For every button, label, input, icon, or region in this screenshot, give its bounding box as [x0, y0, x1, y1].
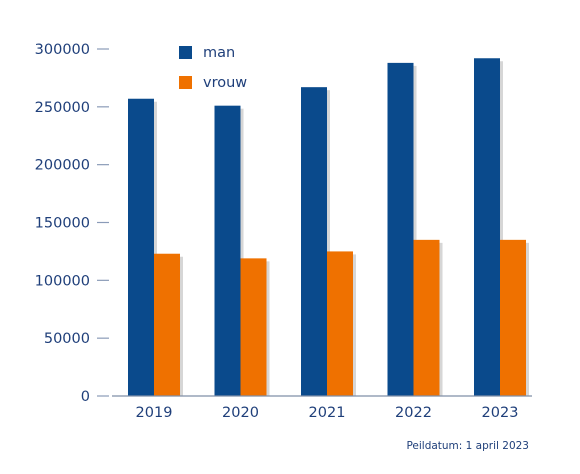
- x-tick-label: 2020: [222, 405, 259, 421]
- legend: man vrouw: [179, 45, 247, 91]
- x-tick-label: 2019: [136, 405, 173, 421]
- bar-vrouw-2023: [500, 239, 526, 396]
- x-axis: 2019 2020 2021 2022 2023: [112, 395, 532, 421]
- y-tick-label: 150000: [35, 216, 90, 232]
- bar-vrouw-2021: [327, 251, 353, 396]
- legend-swatch-vrouw: [179, 76, 192, 89]
- y-tick-label: 100000: [35, 273, 90, 289]
- bar-man-2019: [128, 98, 154, 396]
- y-tick-label: 250000: [35, 100, 90, 116]
- x-tick-label: 2023: [482, 405, 519, 421]
- bar-man-2020: [214, 105, 241, 396]
- bar-man-2021: [301, 87, 327, 397]
- bar-vrouw-2020: [240, 258, 267, 396]
- x-tick-label: 2022: [395, 405, 432, 421]
- y-tick-label: 50000: [44, 331, 90, 347]
- y-tick-label: 300000: [35, 42, 90, 58]
- footnote: Peildatum: 1 april 2023: [406, 440, 529, 452]
- y-tick-label: 0: [81, 389, 90, 405]
- legend-label-vrouw: vrouw: [203, 75, 247, 91]
- bar-vrouw-2019: [154, 253, 180, 396]
- y-axis: 0 50000 100000 150000 200000 250000 300000: [35, 42, 109, 405]
- legend-swatch-man: [179, 46, 192, 59]
- y-tick-label: 200000: [35, 158, 90, 174]
- bar-man-2023: [474, 58, 500, 397]
- x-tick-label: 2021: [309, 405, 346, 421]
- bar-man-2022: [387, 62, 414, 396]
- bar-vrouw-2022: [413, 239, 440, 396]
- bars: [128, 58, 529, 397]
- legend-label-man: man: [203, 45, 235, 61]
